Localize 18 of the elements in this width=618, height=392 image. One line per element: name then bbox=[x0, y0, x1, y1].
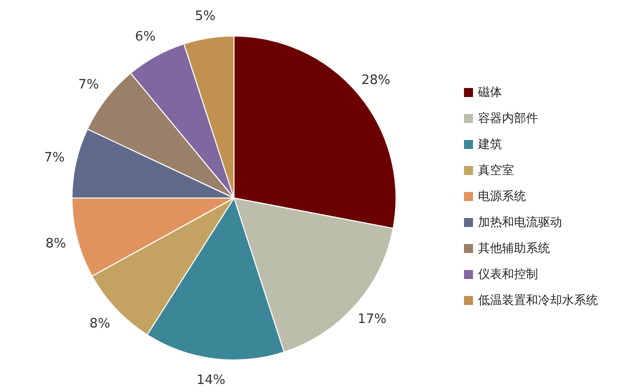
data-label: 6% bbox=[135, 29, 156, 44]
legend-label: 低温装置和冷却水系统 bbox=[478, 292, 598, 308]
data-label: 17% bbox=[358, 312, 386, 328]
data-label: 5% bbox=[194, 8, 216, 24]
legend-label: 容器内部件 bbox=[478, 110, 538, 126]
legend-label: 真空室 bbox=[478, 162, 514, 178]
data-label: 7% bbox=[78, 78, 99, 93]
legend-label: 建筑 bbox=[478, 136, 502, 152]
data-label: 8% bbox=[45, 236, 66, 252]
legend-label: 电源系统 bbox=[478, 188, 526, 204]
data-label: 14% bbox=[196, 373, 226, 388]
legend-label: 其他辅助系统 bbox=[478, 240, 550, 256]
data-label: 8% bbox=[90, 316, 110, 332]
legend-label: 磁体 bbox=[478, 84, 502, 100]
data-label: 7% bbox=[44, 150, 65, 166]
data-label: 28% bbox=[361, 73, 390, 88]
legend-label: 加热和电流驱动 bbox=[478, 214, 562, 230]
legend-label: 仪表和控制 bbox=[478, 266, 538, 282]
